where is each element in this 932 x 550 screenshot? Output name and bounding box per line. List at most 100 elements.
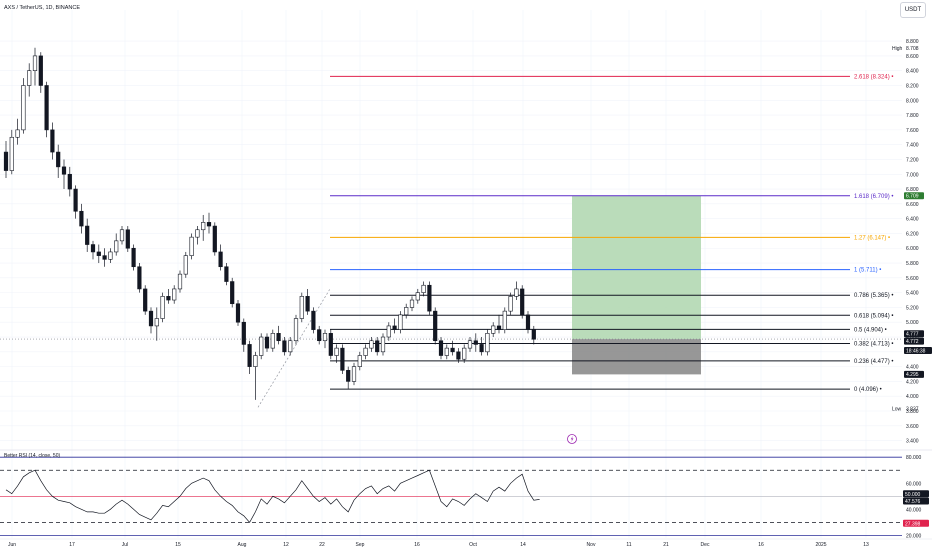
candle-body: [177, 273, 183, 290]
price-tick-label: 4.200: [906, 379, 919, 385]
candle-body: [241, 321, 246, 345]
candle-body: [328, 333, 333, 356]
candle-body: [502, 310, 507, 330]
candle-body: [404, 307, 409, 316]
time-tick-label: Nov: [587, 542, 596, 548]
price-axis[interactable]: 8.800 8.600 8.400 8.200 8.000 7.800 7.600 7.400…: [892, 39, 922, 539]
candle-body: [85, 225, 90, 245]
candle-body: [392, 325, 397, 330]
candle-body: [50, 129, 55, 153]
rsi-value-tag-text: 27.398: [905, 521, 921, 527]
price-tick-label: 3.400: [906, 439, 919, 445]
candle-body: [73, 188, 78, 212]
price-tick-label: 5.400: [906, 291, 919, 297]
fib-label: 0.236 (4.477) •: [854, 359, 893, 365]
candle-body: [467, 340, 473, 349]
price-tick-label: 8.800: [906, 39, 919, 45]
candle-body: [409, 299, 415, 308]
candle-body: [79, 210, 84, 227]
price-tag-text: 4.772: [906, 339, 919, 345]
price-tick-label: 6.600: [906, 202, 919, 208]
candle-body: [253, 355, 258, 367]
candle-body: [351, 366, 357, 382]
candle-body: [189, 236, 194, 256]
fib-label: 0.5 (4.904) •: [854, 327, 887, 333]
candle-body: [473, 340, 478, 345]
rsi-tick-label: 60.000: [906, 481, 922, 487]
rsi-value-tag-text: 47.576: [905, 499, 921, 505]
candle-body: [485, 333, 490, 353]
time-tick-label: 16: [414, 542, 420, 548]
candle-body: [346, 370, 351, 382]
candle-body: [508, 296, 513, 312]
currency-button[interactable]: USDT: [900, 2, 926, 18]
price-tag-text: 18:46:38: [906, 348, 926, 354]
price-tag-text: 4.777: [906, 332, 919, 338]
candle-body: [496, 325, 502, 330]
price-tick-label: 4.000: [906, 394, 919, 400]
position-zones[interactable]: [572, 195, 701, 375]
fibonacci-levels[interactable]: 0 (4.096) • 0.236 (4.477) • 0.382 (4.713) …: [0, 74, 902, 408]
candle-body: [125, 229, 130, 249]
candle-body: [311, 310, 316, 330]
time-tick-label: Sep: [356, 542, 365, 548]
time-axis[interactable]: Jun 17 Jul 15 Aug 12 22 Sep 16 Oct 14 Nov 11 21 Dec 16 2…: [0, 538, 932, 548]
chart-title: AXS / TetherUS, 1D, BINANCE: [4, 5, 80, 11]
candle-body: [9, 136, 14, 171]
candle-body: [3, 151, 9, 171]
lightning-icon[interactable]: [567, 434, 577, 444]
candle-body: [224, 266, 229, 282]
candle-body: [44, 85, 49, 131]
candle-body: [96, 251, 101, 256]
time-tick-label: 16: [758, 542, 764, 548]
rsi-value-tag: [903, 519, 929, 527]
price-tick-label: 7.600: [906, 128, 919, 134]
low-value: 3.837: [906, 406, 919, 412]
candle-body: [357, 355, 362, 367]
fib-label: 1.27 (6.147) •: [854, 235, 890, 241]
rsi-tick-label: 80.000: [906, 455, 922, 461]
candle-body: [514, 288, 519, 297]
candle-body: [479, 344, 484, 353]
candle-body: [212, 225, 217, 253]
price-tag: [904, 346, 932, 354]
candle-body: [334, 347, 339, 356]
candle-body: [421, 284, 426, 293]
time-tick-label: 15: [175, 542, 181, 548]
candle-body: [386, 325, 391, 338]
candle-body: [462, 347, 467, 360]
candle-body: [282, 340, 287, 353]
price-tag-text: 6.709: [906, 194, 919, 200]
price-tick-label: 7.800: [906, 113, 919, 119]
candle-body: [444, 347, 449, 356]
candle-body: [270, 333, 275, 349]
stop-zone: [572, 339, 701, 375]
time-tick-label: 2025: [815, 542, 826, 548]
candle-body: [276, 333, 281, 342]
candle-body: [322, 333, 328, 342]
rsi-line: [5, 469, 540, 524]
rsi-value-tag: [903, 490, 929, 498]
candle-body: [160, 296, 165, 319]
target-zone: [572, 195, 701, 340]
price-tick-label: 5.200: [906, 305, 919, 311]
time-tick-label: Dec: [701, 542, 710, 548]
price-tag: [904, 370, 924, 378]
low-label: Low: [892, 406, 902, 412]
fib-label: 2.618 (8.324) •: [854, 74, 893, 80]
fib-trend-line: [257, 288, 331, 408]
candle-body: [235, 303, 241, 323]
candle-body: [398, 314, 403, 330]
candle-body: [15, 129, 20, 138]
candle-body: [259, 336, 264, 356]
candle-body: [61, 166, 67, 175]
rsi-tick-label: 20.000: [906, 533, 922, 539]
candle-body: [143, 288, 148, 312]
price-tick-label: 8.200: [906, 83, 919, 89]
candle-body: [201, 222, 206, 231]
time-tick-label: 17: [69, 542, 75, 548]
price-tick-label: 6.000: [906, 246, 919, 252]
candle-body: [427, 284, 432, 312]
